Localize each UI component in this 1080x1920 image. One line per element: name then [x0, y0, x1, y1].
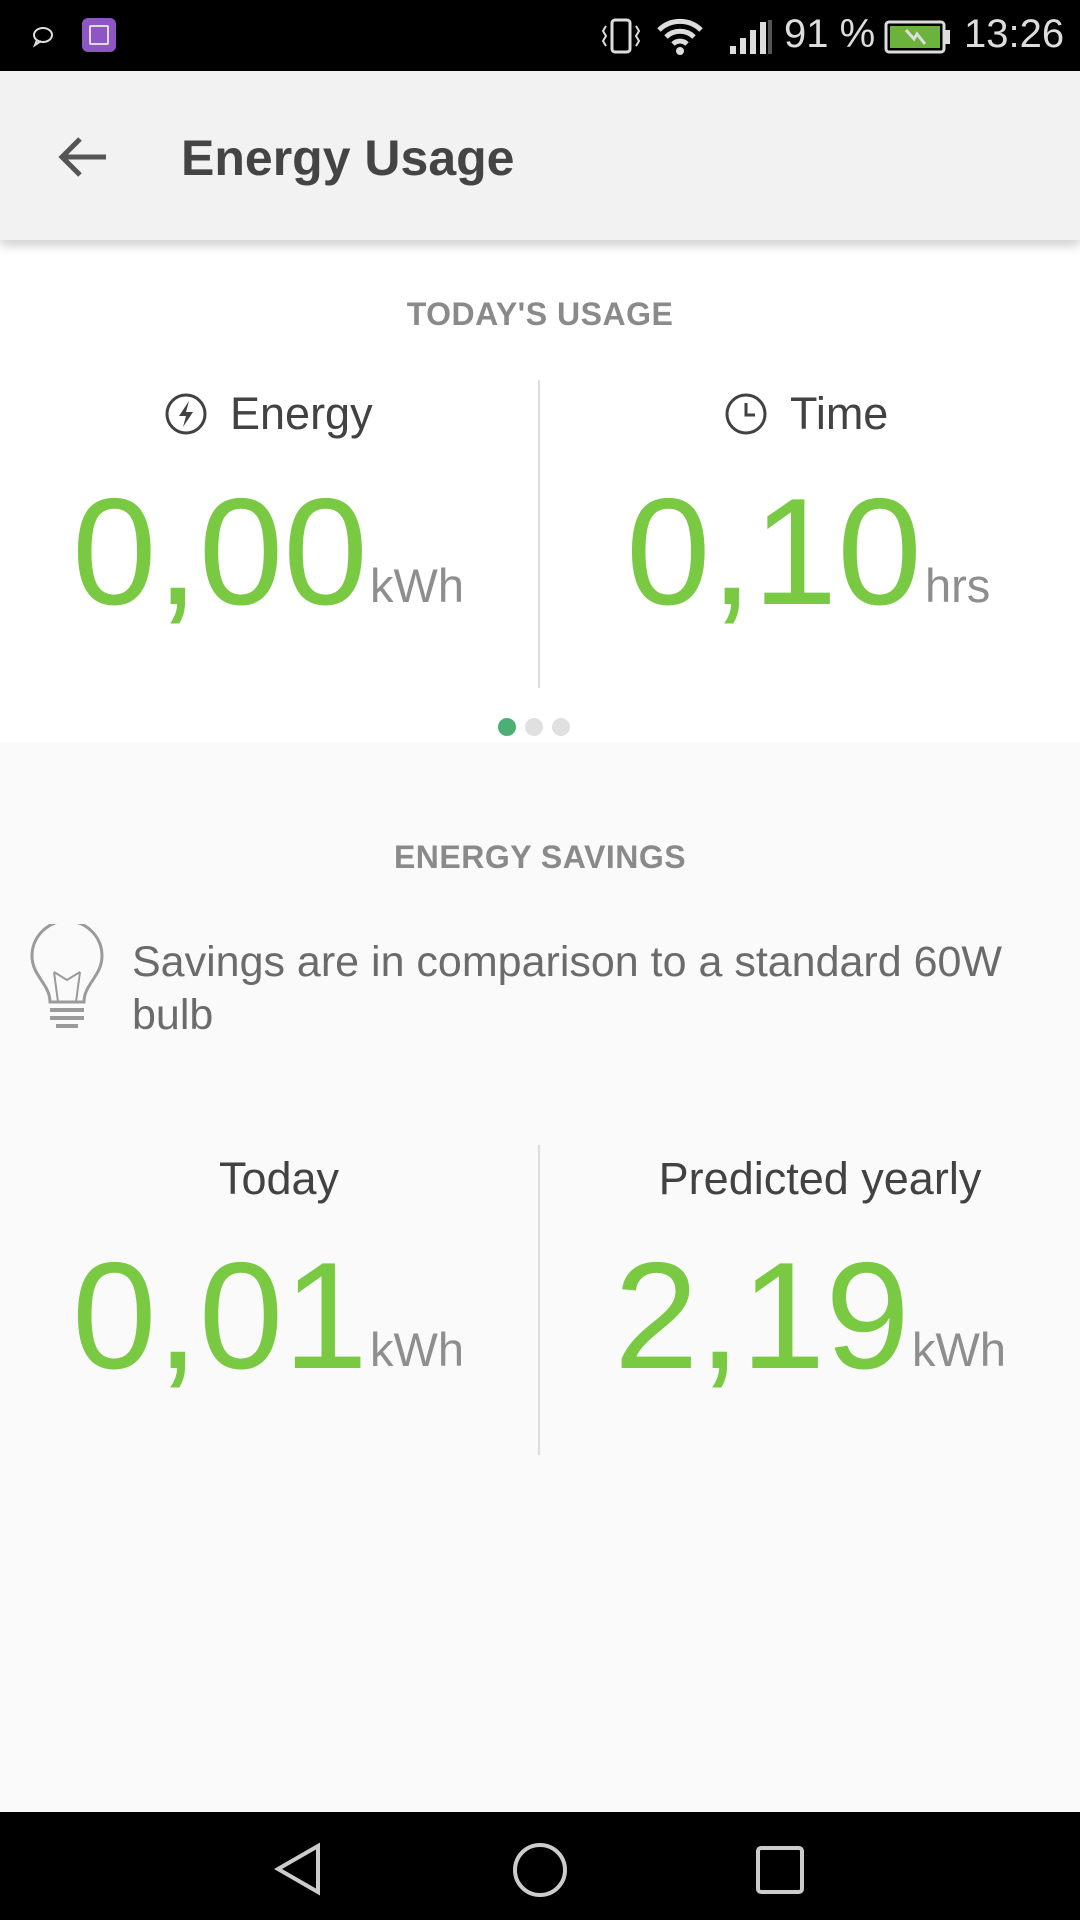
yearly-unit: kWh	[912, 1323, 1006, 1376]
arrow-left-icon[interactable]	[56, 133, 110, 181]
vibrate-icon	[601, 18, 641, 54]
today-label: Today	[218, 1153, 340, 1204]
energy-unit: kWh	[370, 559, 464, 612]
section-title: ENERGY SAVINGS	[393, 839, 687, 875]
savings-note: Savings are in comparison to a standard …	[132, 938, 1003, 1039]
energy-value: 0,00	[72, 467, 368, 637]
divider	[538, 1145, 540, 1455]
status-bar: 91 % 13:26	[0, 0, 1080, 71]
time-unit: hrs	[925, 559, 991, 612]
gallery-app-icon	[82, 18, 116, 52]
energy-label: Energy	[230, 388, 373, 439]
yearly-label: Predicted yearly	[658, 1153, 982, 1204]
yearly-value: 2,19	[614, 1231, 910, 1401]
lightbulb-icon	[30, 924, 104, 1028]
page-dot-active[interactable]	[498, 718, 516, 736]
divider	[538, 380, 540, 688]
recents-square-icon[interactable]	[754, 1844, 806, 1896]
time-label: Time	[790, 388, 889, 439]
notification-bubble-icon	[32, 27, 53, 48]
today-unit: kWh	[370, 1323, 464, 1376]
time-value: 0,10	[626, 467, 922, 637]
todays-usage-panel[interactable]: TODAY'S USAGE Energy 0,00 kWh Time 0,10 …	[0, 240, 1080, 742]
page-title: Energy Usage	[181, 130, 515, 186]
today-value: 0,01	[72, 1231, 368, 1401]
wifi-icon	[657, 18, 703, 55]
home-circle-icon[interactable]	[510, 1842, 570, 1898]
page-dot[interactable]	[525, 718, 543, 736]
app-bar: Energy Usage	[0, 71, 1080, 240]
battery-percent: 91 %	[784, 12, 876, 56]
battery-charging-icon	[884, 20, 950, 54]
bolt-circle-icon	[165, 393, 207, 435]
navigation-bar	[0, 1812, 1080, 1920]
page-dot[interactable]	[552, 718, 570, 736]
clock-time: 13:26	[964, 12, 1065, 56]
clock-icon	[725, 393, 767, 435]
signal-icon	[730, 20, 772, 54]
back-triangle-icon[interactable]	[272, 1842, 324, 1896]
section-title: TODAY'S USAGE	[406, 296, 674, 332]
